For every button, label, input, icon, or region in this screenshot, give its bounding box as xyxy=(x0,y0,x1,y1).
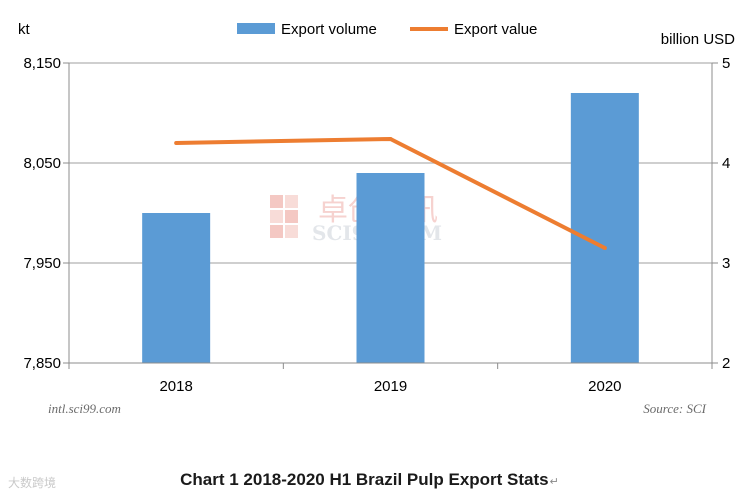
legend: Export volume Export value xyxy=(237,21,537,38)
left-axis-ticks: 7,850 7,950 8,050 8,150 xyxy=(23,55,69,372)
line-series xyxy=(174,137,607,250)
right-tick-label: 5 xyxy=(722,55,730,72)
legend-export-volume: Export volume xyxy=(281,21,377,38)
line-point-2018 xyxy=(174,141,179,145)
caption-text: Chart 1 2018-2020 H1 Brazil Pulp Export … xyxy=(180,470,549,489)
left-tick-label: 7,850 xyxy=(23,355,61,372)
line-point-2020 xyxy=(602,246,607,250)
website-note: intl.sci99.com xyxy=(48,401,121,416)
x-tick-label: 2018 xyxy=(159,378,192,395)
right-tick-label: 4 xyxy=(722,155,730,172)
line-point-2019 xyxy=(388,137,393,141)
x-tick-label: 2020 xyxy=(588,378,621,395)
right-tick-label: 3 xyxy=(722,255,730,272)
legend-export-value: Export value xyxy=(454,21,537,38)
axes xyxy=(68,63,713,364)
legend-bar-swatch xyxy=(237,23,275,34)
bar-2018 xyxy=(142,213,211,363)
right-tick-label: 2 xyxy=(722,355,730,372)
x-axis-ticks: 2018 2019 2020 xyxy=(68,363,713,395)
right-axis-ticks: 2 3 4 5 xyxy=(712,55,730,372)
bar-series xyxy=(142,93,639,363)
source-note: Source: SCI xyxy=(643,401,706,416)
right-axis-unit: billion USD xyxy=(661,31,735,48)
bar-2019 xyxy=(356,173,425,363)
left-tick-label: 8,050 xyxy=(23,155,61,172)
chart-caption: Chart 1 2018-2020 H1 Brazil Pulp Export … xyxy=(0,470,739,490)
left-axis-unit: kt xyxy=(18,21,31,38)
left-tick-label: 7,950 xyxy=(23,255,61,272)
bar-2020 xyxy=(570,93,639,363)
left-tick-label: 8,150 xyxy=(23,55,61,72)
corner-logo: 大数跨境 xyxy=(8,476,57,490)
return-mark: ↵ xyxy=(549,476,559,488)
x-tick-label: 2019 xyxy=(374,378,407,395)
